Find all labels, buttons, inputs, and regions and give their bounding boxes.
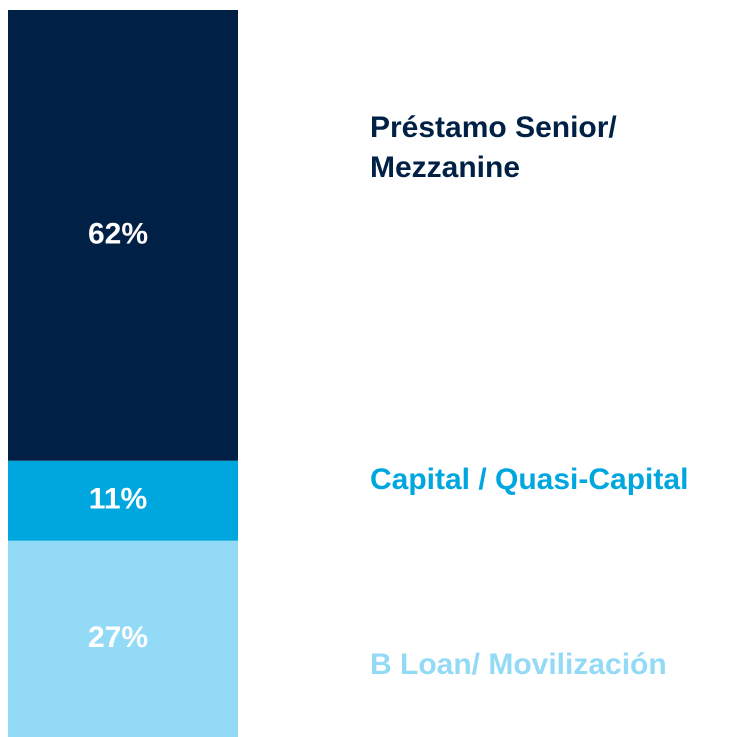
data-label: 62% bbox=[88, 217, 148, 250]
data-label: 11% bbox=[89, 483, 147, 516]
bar-segment bbox=[8, 540, 238, 737]
legend-label: B Loan/ Movilización bbox=[370, 648, 667, 681]
data-label: 27% bbox=[88, 621, 148, 654]
legend-label: Capital / Quasi-Capital bbox=[370, 463, 689, 496]
bar-segment bbox=[8, 10, 238, 461]
bar-segment bbox=[8, 460, 238, 541]
legend-label: Préstamo Senior/ Mezzanine bbox=[370, 111, 617, 184]
